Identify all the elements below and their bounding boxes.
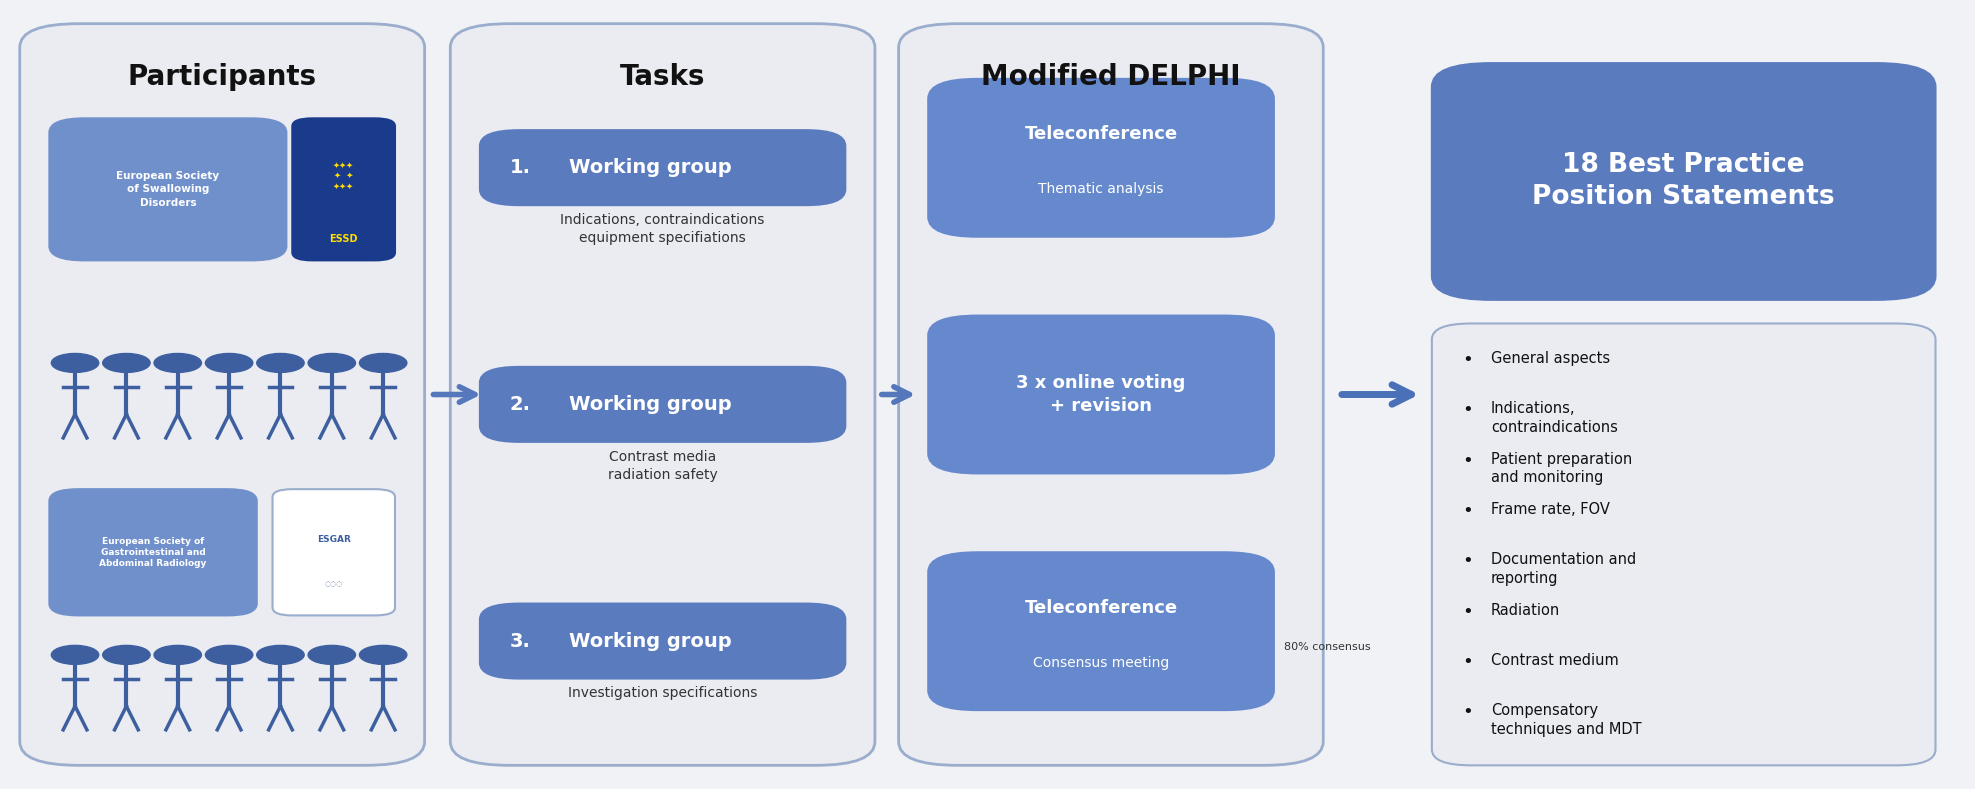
FancyBboxPatch shape <box>480 367 845 442</box>
Text: Documentation and
reporting: Documentation and reporting <box>1491 552 1637 586</box>
Circle shape <box>359 353 407 372</box>
Circle shape <box>359 645 407 664</box>
Circle shape <box>257 353 304 372</box>
Circle shape <box>257 645 304 664</box>
Text: Working group: Working group <box>569 158 731 178</box>
Text: •: • <box>1462 351 1473 369</box>
Text: General aspects: General aspects <box>1491 351 1610 366</box>
Circle shape <box>154 353 201 372</box>
Circle shape <box>103 353 150 372</box>
Text: Patient preparation
and monitoring: Patient preparation and monitoring <box>1491 451 1633 485</box>
Text: Radiation: Radiation <box>1491 603 1560 618</box>
Text: 2.: 2. <box>510 394 531 414</box>
Text: Contrast medium: Contrast medium <box>1491 653 1620 668</box>
Circle shape <box>51 645 99 664</box>
FancyBboxPatch shape <box>480 130 845 205</box>
Text: •: • <box>1462 653 1473 671</box>
Text: ◌◌◌: ◌◌◌ <box>324 581 344 587</box>
Text: Contrast media
radiation safety: Contrast media radiation safety <box>608 450 717 482</box>
Text: Participants: Participants <box>128 63 316 91</box>
Text: Investigation specifications: Investigation specifications <box>569 686 756 701</box>
FancyBboxPatch shape <box>273 489 395 615</box>
FancyBboxPatch shape <box>49 118 286 260</box>
Text: 3 x online voting
+ revision: 3 x online voting + revision <box>1017 374 1185 415</box>
Text: •: • <box>1462 703 1473 721</box>
Circle shape <box>205 645 253 664</box>
Text: 18 Best Practice
Position Statements: 18 Best Practice Position Statements <box>1533 152 1835 211</box>
Text: •: • <box>1462 451 1473 469</box>
Text: Frame rate, FOV: Frame rate, FOV <box>1491 502 1610 517</box>
Text: •: • <box>1462 603 1473 621</box>
Text: ESSD: ESSD <box>330 234 357 244</box>
Text: Consensus meeting: Consensus meeting <box>1033 656 1169 670</box>
FancyBboxPatch shape <box>1432 63 1936 300</box>
Circle shape <box>308 645 356 664</box>
FancyBboxPatch shape <box>899 24 1323 765</box>
Text: •: • <box>1462 502 1473 520</box>
Text: Teleconference: Teleconference <box>1025 599 1177 616</box>
FancyBboxPatch shape <box>292 118 395 260</box>
Text: Teleconference: Teleconference <box>1025 125 1177 143</box>
Circle shape <box>205 353 253 372</box>
Circle shape <box>103 645 150 664</box>
Text: Thematic analysis: Thematic analysis <box>1039 182 1163 196</box>
FancyBboxPatch shape <box>928 79 1274 237</box>
FancyBboxPatch shape <box>928 316 1274 473</box>
Text: 80% consensus: 80% consensus <box>1284 642 1371 652</box>
Text: •: • <box>1462 552 1473 570</box>
Text: 3.: 3. <box>510 631 531 651</box>
Text: European Society
of Swallowing
Disorders: European Society of Swallowing Disorders <box>117 171 219 208</box>
Text: Working group: Working group <box>569 394 731 414</box>
FancyBboxPatch shape <box>450 24 875 765</box>
Text: Tasks: Tasks <box>620 63 705 91</box>
FancyBboxPatch shape <box>928 552 1274 710</box>
Circle shape <box>51 353 99 372</box>
Text: ESGAR: ESGAR <box>316 535 352 544</box>
Text: ✦✦✦
✦  ✦
✦✦✦: ✦✦✦ ✦ ✦ ✦✦✦ <box>334 160 354 190</box>
Text: European Society of
Gastrointestinal and
Abdominal Radiology: European Society of Gastrointestinal and… <box>99 537 207 568</box>
FancyBboxPatch shape <box>480 604 845 679</box>
Circle shape <box>154 645 201 664</box>
Text: Modified DELPHI: Modified DELPHI <box>982 63 1240 91</box>
FancyArrowPatch shape <box>1341 385 1412 404</box>
Text: Working group: Working group <box>569 631 731 651</box>
FancyBboxPatch shape <box>49 489 257 615</box>
Text: •: • <box>1462 402 1473 420</box>
Text: Compensatory
techniques and MDT: Compensatory techniques and MDT <box>1491 703 1641 737</box>
FancyBboxPatch shape <box>1432 323 1936 765</box>
FancyBboxPatch shape <box>20 24 425 765</box>
Circle shape <box>308 353 356 372</box>
Text: Indications,
contraindications: Indications, contraindications <box>1491 402 1618 435</box>
Text: Indications, contraindications
equipment specifiations: Indications, contraindications equipment… <box>561 213 764 245</box>
Text: 1.: 1. <box>510 158 531 178</box>
